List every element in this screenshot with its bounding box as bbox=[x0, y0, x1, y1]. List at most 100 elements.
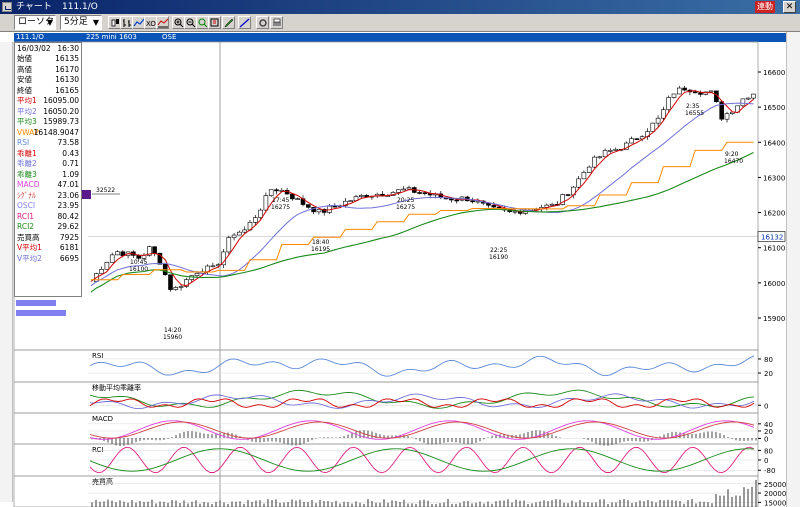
drawing-pen-icon[interactable] bbox=[222, 16, 235, 29]
info-date: 16/03/02 bbox=[17, 44, 51, 53]
info-row: 終値 16165 bbox=[17, 86, 79, 96]
chart-area[interactable]: 111.1/O 225 mini 1603 OSE 16600 16500 1640… bbox=[0, 32, 800, 507]
info-value: 7925 bbox=[59, 232, 79, 242]
current-price-label: 16132 bbox=[761, 233, 783, 241]
y-tick-label: 15900 bbox=[763, 315, 785, 323]
volume-profile-bar bbox=[16, 300, 56, 306]
candle-body bbox=[178, 286, 184, 288]
annotation-time: 2:35 bbox=[686, 103, 700, 110]
annotation-time: 20:25 bbox=[397, 197, 414, 204]
close-button[interactable]: ✕ bbox=[783, 1, 796, 13]
info-row: 売買高 7925 bbox=[17, 233, 79, 243]
candle-body bbox=[104, 262, 110, 270]
y-tick-label: 16000 bbox=[763, 280, 785, 288]
info-label: 乖離3 bbox=[17, 169, 37, 179]
candle-body bbox=[666, 97, 672, 111]
annotation-time: 17:45 bbox=[272, 197, 289, 204]
y-tick-label: 16100 bbox=[763, 245, 785, 253]
candle-body bbox=[406, 187, 412, 190]
print-icon[interactable] bbox=[270, 16, 283, 29]
info-value: 0.43 bbox=[62, 148, 79, 158]
info-value: 29.62 bbox=[57, 222, 79, 231]
info-datetime-row: 16/03/02 16:30 bbox=[17, 44, 79, 54]
y-tick-label: 16500 bbox=[763, 104, 785, 112]
info-row: RCI1 80.42 bbox=[17, 212, 79, 222]
annotation-time: 14:20 bbox=[164, 327, 181, 334]
info-label: RCI2 bbox=[17, 222, 35, 231]
candle-body bbox=[586, 166, 592, 173]
candle-body bbox=[358, 195, 364, 197]
candle-body bbox=[650, 122, 656, 132]
candle-body bbox=[210, 265, 216, 268]
info-label: 平均2 bbox=[17, 106, 37, 116]
candle-body bbox=[629, 138, 634, 144]
zoom-in-icon[interactable] bbox=[172, 16, 185, 29]
y-tick-label: 16200 bbox=[763, 210, 785, 218]
candle-body bbox=[581, 172, 587, 180]
candle-body bbox=[242, 229, 247, 233]
annotation-price: 16555 bbox=[685, 110, 704, 117]
candle-body bbox=[592, 156, 597, 168]
link-button[interactable]: 連動 bbox=[755, 1, 775, 13]
candle-body bbox=[708, 90, 714, 93]
price-chart-svg[interactable]: 16600 16500 16400 16300 16200 16100 16000 15900… bbox=[0, 32, 786, 507]
volume-profile-bar bbox=[16, 310, 66, 316]
info-label: ｼｸﾞﾅﾙ bbox=[17, 190, 36, 200]
bar-type-icon[interactable] bbox=[120, 16, 133, 29]
candle-body bbox=[751, 93, 756, 99]
annotation-price: 16275 bbox=[396, 204, 415, 211]
annotation-price: 16470 bbox=[724, 158, 743, 165]
candle-body bbox=[454, 199, 460, 202]
annotation-time: 9:20 bbox=[725, 151, 739, 158]
volume-tick-label: 15000 bbox=[764, 499, 786, 507]
volume-pane-title: 売買高 bbox=[92, 477, 113, 486]
indicator-add-icon[interactable] bbox=[156, 16, 169, 29]
candle-body bbox=[602, 150, 608, 158]
info-row: 高値 16170 bbox=[17, 65, 79, 75]
compare-icon[interactable] bbox=[208, 16, 221, 29]
candlesticks-group bbox=[94, 85, 756, 292]
info-value: 80.42 bbox=[57, 211, 79, 221]
deviation-tick-label: 0 bbox=[764, 402, 768, 410]
candle-body bbox=[290, 193, 295, 200]
info-row: RSI 73.58 bbox=[17, 138, 79, 148]
trendline-icon[interactable] bbox=[238, 16, 251, 29]
chart-header-strip: 111.1/O 225 mini 1603 OSE bbox=[14, 33, 786, 42]
info-row: 安値 16130 bbox=[17, 75, 79, 85]
annotation-time: 10:45 bbox=[130, 259, 147, 266]
line-type-icon-glyph bbox=[133, 18, 144, 27]
right-scrollbar[interactable] bbox=[786, 32, 800, 507]
y-tick-label: 16600 bbox=[763, 69, 785, 77]
settings-icon-glyph bbox=[259, 19, 267, 27]
candle-body bbox=[316, 208, 322, 213]
compare-icon-glyph bbox=[210, 18, 219, 27]
candle-body bbox=[305, 204, 311, 208]
info-row: V平均2 6695 bbox=[17, 254, 79, 264]
candle-body bbox=[449, 198, 454, 201]
rsi-tick-label: 80 bbox=[764, 356, 773, 364]
timeframe-dropdown[interactable]: 5分足 ▼ bbox=[60, 15, 102, 30]
candle-body bbox=[184, 279, 189, 287]
chart-type-dropdown[interactable]: ローソク ▼ bbox=[14, 15, 56, 30]
candle-body bbox=[422, 192, 428, 194]
left-scrollbar[interactable] bbox=[0, 42, 13, 502]
info-row: 平均1 16095.00 bbox=[17, 96, 79, 106]
candle-body bbox=[109, 254, 115, 263]
info-value: 16148.9047 bbox=[33, 127, 79, 137]
rci-pane-title: RCI bbox=[92, 446, 103, 454]
chevron-down-icon: ▼ bbox=[46, 18, 53, 27]
info-label: V平均1 bbox=[17, 243, 42, 252]
candle-body bbox=[168, 274, 173, 290]
volume-tick-label: 25000 bbox=[764, 481, 786, 489]
rci-tick-label: -80 bbox=[764, 467, 775, 475]
ma2-line bbox=[90, 102, 754, 287]
volume-tick-label: 20000 bbox=[764, 490, 786, 498]
zoom-out-icon[interactable] bbox=[184, 16, 197, 29]
candle-body bbox=[253, 217, 258, 223]
candle-body bbox=[136, 255, 141, 259]
volume-pane-frame bbox=[13, 475, 759, 507]
chart-type-value: ローソク bbox=[18, 17, 55, 27]
info-label: 乖離2 bbox=[17, 159, 37, 168]
settings-icon[interactable] bbox=[256, 16, 269, 29]
deviation1-line bbox=[89, 398, 755, 408]
